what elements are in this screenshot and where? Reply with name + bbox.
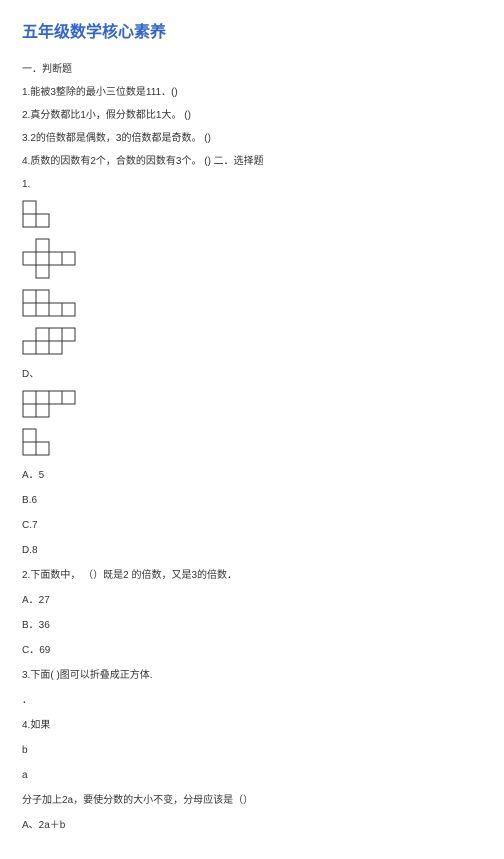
judge-q2: 2.真分数都比1小，假分数都比1大。 () (22, 106, 482, 125)
choice-q1-B: B.6 (22, 491, 482, 510)
choice-q1-optD-label: D、 (22, 365, 482, 384)
choice-q2-C: C．69 (22, 641, 482, 660)
choice-q2-A: A．27 (22, 591, 482, 610)
choice-q1-D: D.8 (22, 541, 482, 560)
choice-q4-text: 分子加上2a，要使分数的大小不变，分母应该是（） (22, 791, 482, 810)
section-judge-heading: 一．判断题 (22, 60, 482, 79)
choice-q4-a: a (22, 766, 482, 785)
choice-q1-num: 1. (22, 175, 482, 194)
judge-q3: 3.2的倍数都是偶数，3的倍数都是奇数。 () (22, 129, 482, 148)
choice-q3: 3.下面( )图可以折叠成正方体. (22, 666, 482, 685)
net-diagram-2 (22, 238, 482, 279)
net-diagram-3 (22, 289, 482, 317)
net-diagram-5 (22, 390, 482, 418)
choice-q2: 2.下面数中， （）既是2 的倍数，又是3的倍数． (22, 566, 482, 585)
judge-q4: 4.质数的因数有2个，合数的因数有3个。 () 二．选择题 (22, 152, 482, 171)
choice-q3-dot: ． (22, 691, 482, 710)
net-diagram-6 (22, 428, 482, 456)
choice-q4-A: A、2a＋b (22, 816, 482, 835)
choice-q4-b: b (22, 741, 482, 760)
choice-q4: 4.如果 (22, 716, 482, 735)
choice-q2-B: B．36 (22, 616, 482, 635)
net-diagram-1 (22, 200, 482, 228)
page-title: 五年级数学核心素养 (22, 18, 482, 48)
net-diagram-4 (22, 327, 482, 355)
choice-q1-A: A．5 (22, 466, 482, 485)
choice-q1-C: C.7 (22, 516, 482, 535)
judge-q1: 1.能被3整除的最小三位数是111．() (22, 83, 482, 102)
